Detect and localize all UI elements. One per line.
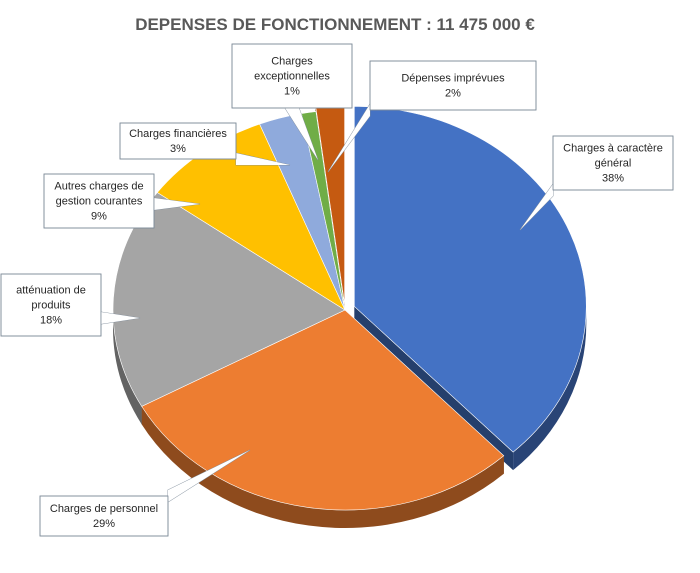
- chart-title: DEPENSES DE FONCTIONNEMENT : 11 475 000 …: [135, 15, 535, 34]
- callout-6: Dépenses imprévues 2%: [327, 60, 537, 173]
- callout-percent-5: 1%: [284, 86, 300, 98]
- callout-percent-1: 29%: [93, 518, 115, 530]
- callout-label-2: atténuation de produits: [16, 285, 86, 312]
- callout-5: Charges exceptionnelles 1%: [231, 43, 353, 161]
- slice-rim-2: [113, 310, 142, 425]
- callout-label-6: Dépenses imprévues: [401, 73, 505, 85]
- pie-slices: [112, 103, 587, 511]
- callout-1: Charges de personnel 29%: [39, 449, 251, 537]
- pie-slice-5: [301, 111, 346, 311]
- callout-label-5: Charges exceptionnelles: [254, 56, 330, 83]
- data-callouts: Charges à caractère général 38% Charges de …: [0, 43, 674, 537]
- pie-slice-0: [353, 106, 587, 453]
- callout-percent-6: 2%: [445, 88, 461, 100]
- callout-box-3: [43, 173, 155, 229]
- callout-box-6: [369, 60, 537, 111]
- callout-box-2: [0, 273, 102, 337]
- callout-label-1: Charges de personnel: [50, 503, 158, 515]
- callout-0: Charges à caractère général 38%: [519, 135, 674, 231]
- callout-label-0: Charges à caractère général: [563, 143, 663, 170]
- callout-percent-0: 38%: [602, 173, 624, 185]
- callout-2: atténuation de produits 18%: [0, 273, 141, 337]
- callout-label-3: Autres charges de gestion courantes: [54, 181, 143, 208]
- callout-label-4: Charges financières: [129, 128, 227, 140]
- callout-percent-2: 18%: [40, 315, 62, 327]
- slice-rim-1: [141, 406, 504, 528]
- callout-box-1: [39, 495, 169, 537]
- slice-rim-0: [513, 306, 587, 471]
- callout-3: Autres charges de gestion courantes 9%: [43, 173, 201, 229]
- callout-box-5: [231, 43, 353, 109]
- callout-percent-3: 9%: [91, 211, 107, 223]
- callout-percent-4: 3%: [170, 143, 186, 155]
- callout-4: Charges financières 3%: [119, 122, 291, 166]
